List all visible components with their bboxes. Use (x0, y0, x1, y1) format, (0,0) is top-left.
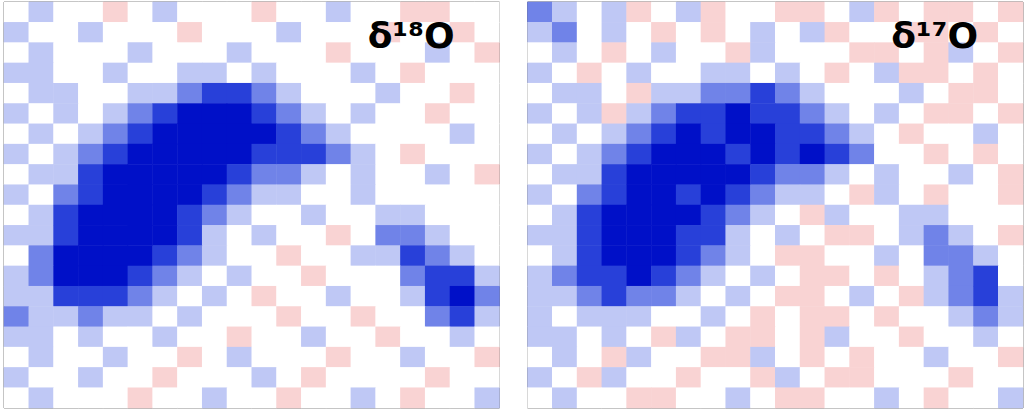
svg-text:δ¹⁷O: δ¹⁷O (891, 15, 978, 56)
svg-text:δ¹⁸O: δ¹⁸O (368, 15, 455, 56)
